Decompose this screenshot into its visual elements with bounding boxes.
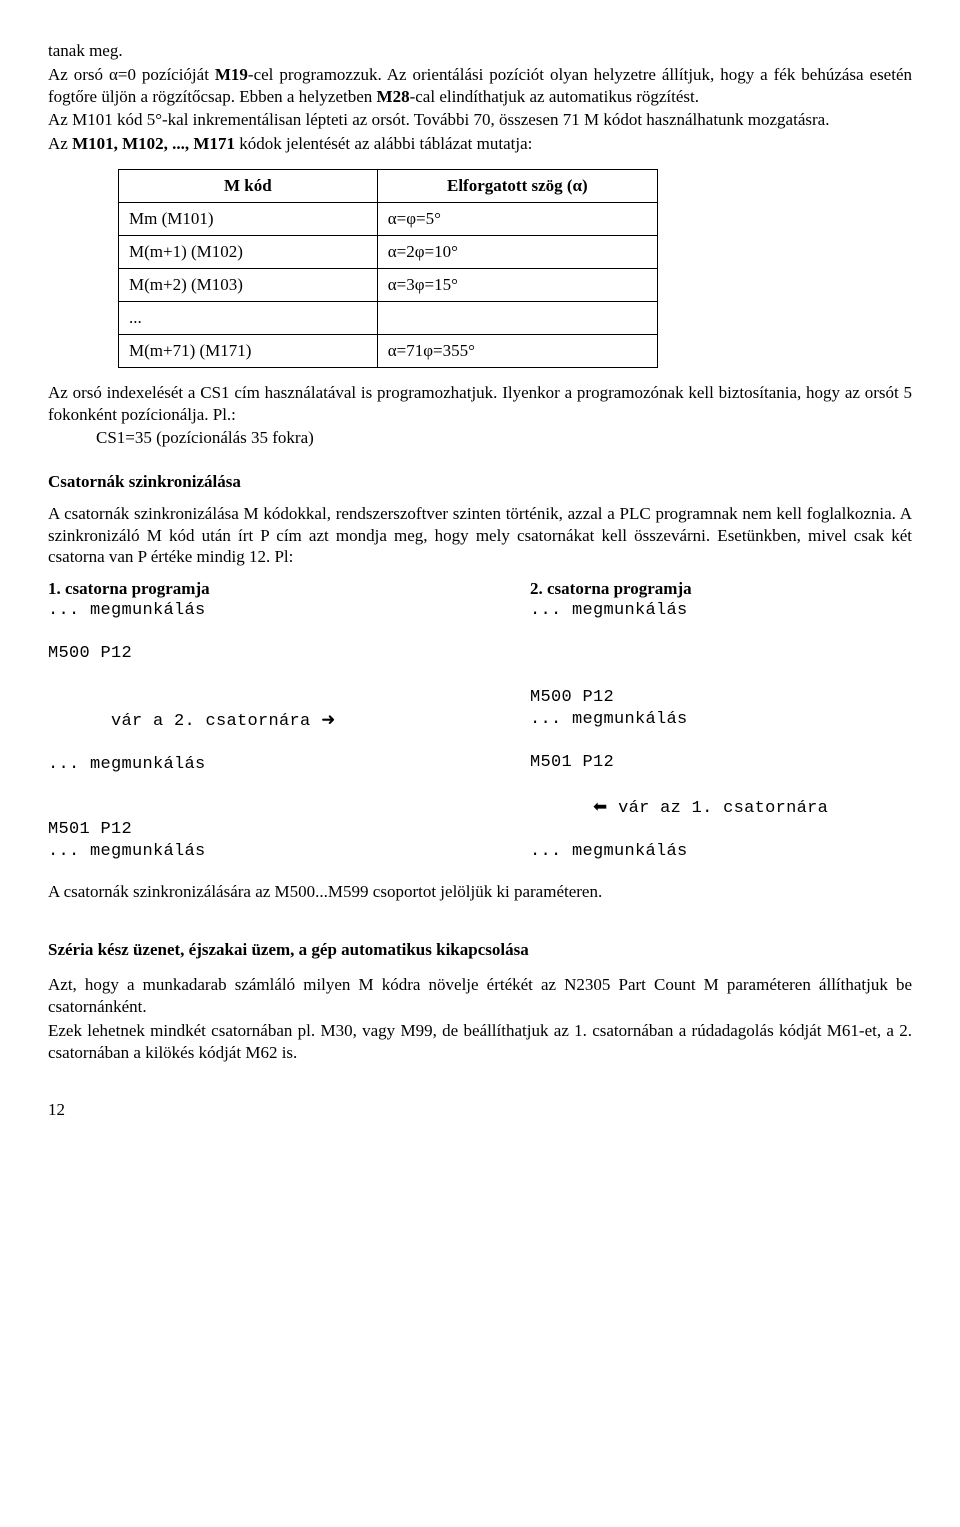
after-table-indent: CS1=35 (pozícionálás 35 fokra) (48, 427, 912, 449)
code-line (530, 643, 912, 665)
channel-columns: 1. csatorna programja ... megmunkálás M5… (48, 578, 912, 863)
code-line: vár a 2. csatornára ➜ (48, 687, 430, 754)
series-p1: Azt, hogy a munkadarab számláló milyen M… (48, 974, 912, 1018)
channel-2-title: 2. csatorna programja (530, 578, 912, 600)
intro-line-1: tanak meg. (48, 40, 912, 62)
code-line: ... megmunkálás (48, 600, 430, 622)
table-cell: α=φ=5° (377, 202, 657, 235)
table-row: M(m+71) (M171) α=71φ=355° (119, 334, 658, 367)
code-line (530, 665, 912, 687)
intro-line-2: Az orsó α=0 pozícióját M19-cel programoz… (48, 64, 912, 108)
code-line: ... megmunkálás (530, 600, 912, 622)
code-line: ... megmunkálás (530, 709, 912, 731)
code-line: M501 P12 (530, 752, 912, 774)
code-line: M500 P12 (530, 687, 912, 709)
code-line (48, 798, 430, 820)
code-m19: M19 (215, 65, 248, 84)
sync-title: Csatornák szinkronizálása (48, 471, 912, 493)
table-header-1: M kód (119, 169, 378, 202)
text: kódok jelentését az alábbi táblázat muta… (235, 134, 532, 153)
code-line: M501 P12 (48, 819, 430, 841)
table-row: M(m+2) (M103) α=3φ=15° (119, 268, 658, 301)
mcode-table: M kód Elforgatott szög (α) Mm (M101) α=φ… (118, 169, 658, 368)
text: -cel programozzuk. Az orientálási pozíci… (248, 65, 714, 84)
intro-line-5: Az M101 kód 5°-kal inkrementálisan lépte… (48, 109, 912, 131)
arrow-left-icon: ⬅ (593, 797, 608, 816)
page-number: 12 (48, 1099, 912, 1121)
intro-line-6: Az M101, M102, ..., M171 kódok jelentésé… (48, 133, 912, 155)
text: Az orsó α=0 pozícióját (48, 65, 215, 84)
text: vár a 2. csatornára (111, 712, 321, 731)
code-line (48, 665, 430, 687)
text: -cal elindíthatjuk (410, 87, 526, 106)
table-cell: ... (119, 301, 378, 334)
after-table-block: Az orsó indexelését a CS1 cím használatá… (48, 382, 912, 449)
table-cell: M(m+1) (M102) (119, 235, 378, 268)
channel-1-col: 1. csatorna programja ... megmunkálás M5… (48, 578, 430, 863)
code-line: ... megmunkálás (48, 754, 430, 776)
code-line (530, 622, 912, 644)
code-line: M500 P12 (48, 643, 430, 665)
table-row: ... (119, 301, 658, 334)
table-cell: M(m+71) (M171) (119, 334, 378, 367)
channel-1-title: 1. csatorna programja (48, 578, 430, 600)
text: Az (48, 134, 72, 153)
code-range: M101, M102, ..., M171 (72, 134, 235, 153)
intro-block: tanak meg. Az orsó α=0 pozícióját M19-ce… (48, 40, 912, 155)
series-p2: Ezek lehetnek mindkét csatornában pl. M3… (48, 1020, 912, 1064)
series-title: Széria kész üzenet, éjszakai üzem, a gép… (48, 939, 912, 961)
after-table-p1: Az orsó indexelését a CS1 cím használatá… (48, 382, 912, 426)
code-line (48, 622, 430, 644)
table-header-2: Elforgatott szög (α) (377, 169, 657, 202)
code-m28: M28 (377, 87, 410, 106)
code-line (530, 730, 912, 752)
code-line (48, 776, 430, 798)
table-row: M(m+1) (M102) α=2φ=10° (119, 235, 658, 268)
text: vár az 1. csatornára (608, 799, 829, 818)
code-line: ... megmunkálás (530, 841, 912, 863)
sync-after: A csatornák szinkronizálására az M500...… (48, 881, 912, 903)
channel-2-col: 2. csatorna programja ... megmunkálás M5… (530, 578, 912, 863)
table-cell: α=71φ=355° (377, 334, 657, 367)
sync-p1: A csatornák szinkronizálása M kódokkal, … (48, 503, 912, 568)
code-line: ... megmunkálás (48, 841, 430, 863)
code-line: ⬅ vár az 1. csatornára (530, 774, 912, 841)
arrow-right-icon: ➜ (321, 710, 336, 729)
table-header-row: M kód Elforgatott szög (α) (119, 169, 658, 202)
table-cell: Mm (M101) (119, 202, 378, 235)
table-row: Mm (M101) α=φ=5° (119, 202, 658, 235)
text: az automatikus rögzítést. (530, 87, 699, 106)
table-cell: α=3φ=15° (377, 268, 657, 301)
table-cell: M(m+2) (M103) (119, 268, 378, 301)
table-cell (377, 301, 657, 334)
table-cell: α=2φ=10° (377, 235, 657, 268)
